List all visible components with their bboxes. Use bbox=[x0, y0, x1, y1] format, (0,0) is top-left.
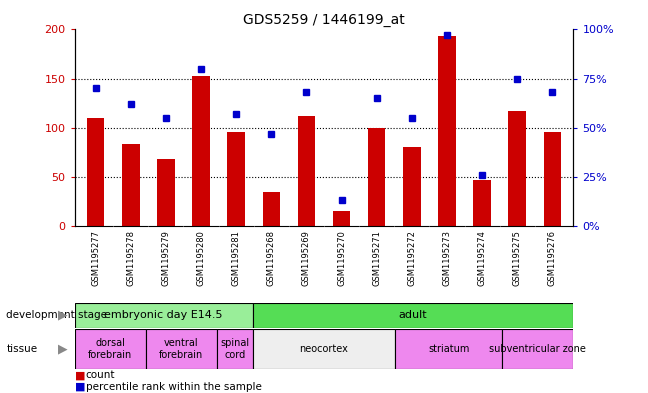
Text: GSM1195280: GSM1195280 bbox=[196, 230, 205, 286]
Text: count: count bbox=[86, 370, 115, 380]
Bar bbox=[262, 191, 280, 226]
Text: spinal
cord: spinal cord bbox=[220, 338, 249, 360]
Text: striatum: striatum bbox=[428, 344, 469, 354]
Text: GSM1195272: GSM1195272 bbox=[408, 230, 417, 286]
Text: neocortex: neocortex bbox=[299, 344, 349, 354]
Bar bbox=[87, 118, 104, 226]
Bar bbox=[146, 329, 217, 369]
Bar bbox=[75, 329, 146, 369]
Bar bbox=[368, 128, 386, 226]
Text: GSM1195273: GSM1195273 bbox=[443, 230, 452, 286]
Bar bbox=[75, 303, 253, 328]
Text: GSM1195281: GSM1195281 bbox=[231, 230, 240, 286]
Text: GSM1195270: GSM1195270 bbox=[337, 230, 346, 286]
Bar bbox=[403, 147, 421, 226]
Text: ■: ■ bbox=[75, 382, 85, 392]
Bar bbox=[333, 211, 351, 226]
Bar bbox=[253, 303, 573, 328]
Bar bbox=[227, 132, 245, 226]
Title: GDS5259 / 1446199_at: GDS5259 / 1446199_at bbox=[243, 13, 405, 27]
Bar bbox=[217, 329, 253, 369]
Bar bbox=[253, 329, 395, 369]
Text: GSM1195274: GSM1195274 bbox=[478, 230, 487, 286]
Text: ▶: ▶ bbox=[58, 309, 68, 322]
Text: GSM1195268: GSM1195268 bbox=[267, 230, 276, 286]
Text: dorsal
forebrain: dorsal forebrain bbox=[88, 338, 132, 360]
Text: ventral
forebrain: ventral forebrain bbox=[159, 338, 203, 360]
Text: GSM1195278: GSM1195278 bbox=[126, 230, 135, 286]
Text: ■: ■ bbox=[75, 370, 85, 380]
Bar bbox=[297, 116, 315, 226]
Text: GSM1195276: GSM1195276 bbox=[548, 230, 557, 286]
Bar bbox=[509, 111, 526, 226]
Text: GSM1195269: GSM1195269 bbox=[302, 230, 311, 286]
Bar bbox=[544, 132, 561, 226]
Text: subventricular zone: subventricular zone bbox=[489, 344, 586, 354]
Text: ▶: ▶ bbox=[58, 342, 68, 356]
Bar bbox=[157, 159, 175, 226]
Bar bbox=[438, 36, 456, 226]
Text: tissue: tissue bbox=[6, 344, 38, 354]
Text: GSM1195277: GSM1195277 bbox=[91, 230, 100, 286]
Bar bbox=[395, 329, 502, 369]
Text: embryonic day E14.5: embryonic day E14.5 bbox=[104, 310, 223, 320]
Text: adult: adult bbox=[399, 310, 428, 320]
Text: development stage: development stage bbox=[6, 310, 108, 320]
Text: GSM1195275: GSM1195275 bbox=[513, 230, 522, 286]
Bar bbox=[122, 144, 139, 226]
Bar bbox=[473, 180, 491, 226]
Text: GSM1195279: GSM1195279 bbox=[161, 230, 170, 286]
Bar bbox=[192, 75, 210, 226]
Text: GSM1195271: GSM1195271 bbox=[372, 230, 381, 286]
Bar bbox=[502, 329, 573, 369]
Text: percentile rank within the sample: percentile rank within the sample bbox=[86, 382, 261, 392]
